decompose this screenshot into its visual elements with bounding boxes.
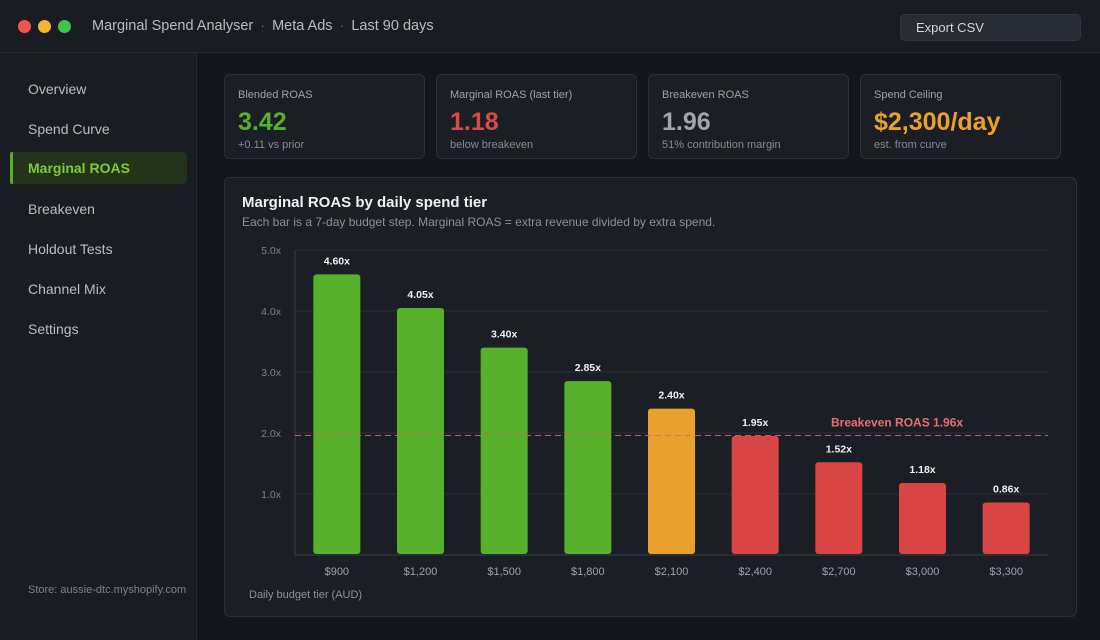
title-bar: Marginal Spend Analyser · Meta Ads · Last 90… — [0, 0, 1100, 53]
bar — [564, 381, 612, 554]
bar — [982, 502, 1030, 554]
export-csv-button[interactable]: Export CSV — [900, 14, 1081, 41]
breakeven-label: Breakeven ROAS 1.96x — [831, 415, 963, 429]
kpi-label: Marginal ROAS (last tier) — [450, 89, 573, 101]
y-tick-label: 5.0x — [261, 245, 282, 257]
store-name: Store: aussie-dtc.myshopify.com — [28, 584, 187, 596]
maximize-window-button[interactable] — [58, 20, 71, 33]
x-tick-label: $1,200 — [404, 566, 438, 578]
bar-data-label: 1.95x — [742, 417, 768, 429]
title-separator: · — [260, 18, 266, 34]
date-range: Last 90 days — [351, 18, 434, 34]
kpi-value: 1.96 — [662, 108, 711, 136]
x-axis-title: Daily budget tier (AUD) — [249, 589, 362, 601]
kpi-label: Blended ROAS — [238, 89, 313, 101]
x-tick-label: $3,300 — [989, 566, 1023, 578]
bar-data-label: 4.05x — [407, 289, 433, 301]
x-tick-label: $2,100 — [655, 566, 689, 578]
x-tick-label: $1,800 — [571, 566, 605, 578]
x-tick-label: $900 — [325, 566, 349, 578]
bar-data-label: 1.52x — [826, 443, 852, 455]
kpi-subtext: below breakeven — [450, 139, 534, 151]
kpi-value: 3.42 — [238, 108, 287, 136]
y-tick-label: 1.0x — [261, 489, 282, 501]
x-tick-label: $3,000 — [906, 566, 940, 578]
kpi-value: 1.18 — [450, 108, 499, 136]
kpi-label: Spend Ceiling — [874, 89, 943, 101]
bar-data-label: 2.40x — [658, 390, 684, 402]
kpi-subtext: +0.11 vs prior — [238, 139, 305, 151]
sidebar-item-holdout-tests[interactable]: Holdout Tests — [28, 241, 113, 257]
bar-data-label: 1.18x — [909, 464, 935, 476]
title-separator: · — [339, 18, 345, 34]
kpi-card-marginal-roas: Marginal ROAS (last tier) 1.18 below bre… — [436, 74, 637, 159]
kpi-card-breakeven-roas: Breakeven ROAS 1.96 51% contribution mar… — [648, 74, 849, 159]
minimize-window-button[interactable] — [38, 20, 51, 33]
bar-data-label: 3.40x — [491, 329, 517, 341]
close-window-button[interactable] — [18, 20, 31, 33]
sidebar: Overview Spend Curve Marginal ROAS Break… — [0, 53, 197, 640]
chart-subtitle: Each bar is a 7-day budget step. Margina… — [242, 215, 716, 229]
bar — [731, 436, 779, 554]
bar-data-label: 2.85x — [575, 362, 601, 374]
bar-data-label: 4.60x — [324, 255, 350, 267]
platform-name: Meta Ads — [272, 18, 333, 34]
kpi-value: $2,300/day — [874, 108, 1001, 136]
sidebar-item-settings[interactable]: Settings — [28, 321, 79, 337]
window-title: Marginal Spend Analyser · Meta Ads · Last 90… — [92, 18, 434, 34]
chart-panel: Marginal ROAS by daily spend tier Each b… — [224, 177, 1077, 617]
chart-title: Marginal ROAS by daily spend tier — [242, 194, 488, 211]
sidebar-item-spend-curve[interactable]: Spend Curve — [28, 121, 110, 137]
kpi-label: Breakeven ROAS — [662, 89, 749, 101]
kpi-subtext: 51% contribution margin — [662, 139, 781, 151]
sidebar-item-breakeven[interactable]: Breakeven — [28, 201, 95, 217]
y-tick-label: 4.0x — [261, 306, 282, 318]
bar-data-label: 0.86x — [993, 484, 1019, 496]
x-tick-label: $1,500 — [487, 566, 521, 578]
bar — [313, 274, 361, 554]
marginal-roas-bar-chart: 1.0x 2.0x 3.0x 4.0x 5.0x 4.60x $900 4.05x $1,200… — [249, 245, 1048, 601]
sidebar-item-channel-mix[interactable]: Channel Mix — [28, 281, 106, 297]
bar — [480, 347, 528, 554]
bar — [899, 483, 946, 554]
y-tick-label: 2.0x — [261, 428, 282, 440]
x-tick-label: $2,400 — [738, 566, 772, 578]
kpi-card-spend-ceiling: Spend Ceiling $2,300/day est. from curve — [860, 74, 1061, 159]
kpi-subtext: est. from curve — [874, 139, 947, 151]
sidebar-item-overview[interactable]: Overview — [28, 81, 87, 97]
x-tick-label: $2,700 — [822, 566, 856, 578]
sidebar-item-marginal-roas[interactable]: Marginal ROAS — [10, 152, 187, 184]
y-tick-label: 3.0x — [261, 367, 282, 379]
bar — [397, 307, 444, 554]
kpi-card-blended-roas: Blended ROAS 3.42 +0.11 vs prior — [224, 74, 425, 159]
bar — [815, 462, 863, 554]
bar — [648, 408, 695, 554]
app-name: Marginal Spend Analyser — [92, 18, 254, 34]
